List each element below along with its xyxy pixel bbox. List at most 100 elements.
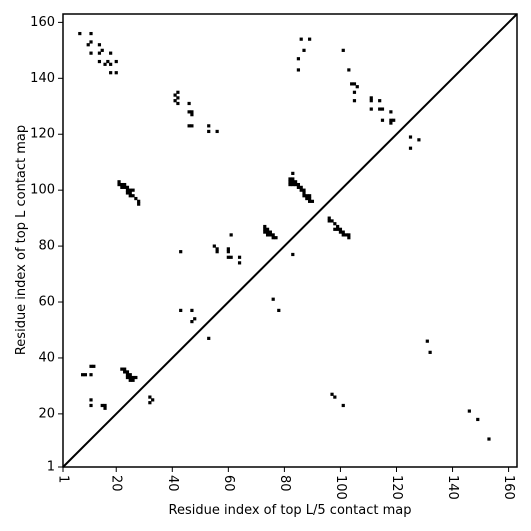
- contact-point: [291, 180, 295, 184]
- contact-point: [330, 219, 334, 223]
- contact-point: [226, 247, 230, 251]
- contact-point: [123, 185, 127, 189]
- contact-point: [125, 375, 130, 380]
- contact-point: [103, 403, 107, 408]
- contact-point: [274, 236, 278, 240]
- contact-point: [207, 129, 211, 134]
- contact-point: [296, 57, 301, 61]
- contact-point: [268, 233, 272, 237]
- x-tick-label: 1: [56, 475, 71, 483]
- contact-point: [109, 51, 113, 55]
- contact-point: [120, 367, 124, 371]
- contact-point: [352, 90, 357, 94]
- contact-point: [114, 71, 118, 75]
- contact-point: [355, 85, 359, 89]
- contact-point: [408, 146, 413, 150]
- contact-point: [389, 121, 393, 125]
- contact-point: [123, 370, 127, 374]
- contact-point: [89, 373, 93, 377]
- contact-point: [347, 233, 351, 237]
- y-tick-label: 20: [38, 406, 55, 421]
- contact-point: [106, 59, 110, 64]
- contact-point: [352, 82, 357, 86]
- contact-point: [229, 233, 233, 237]
- contact-point: [330, 392, 334, 396]
- contact-point: [347, 68, 351, 72]
- contact-point: [78, 31, 82, 36]
- y-tick-label: 40: [38, 350, 55, 365]
- y-tick-label: 80: [38, 239, 55, 254]
- contact-point: [89, 31, 93, 36]
- contact-point: [120, 185, 124, 189]
- contact-point: [327, 216, 331, 220]
- contact-point: [190, 110, 194, 114]
- contact-point: [103, 406, 107, 410]
- contact-point: [128, 373, 132, 377]
- contact-point: [215, 247, 219, 251]
- y-tick-label: 120: [30, 127, 55, 142]
- contact-point: [187, 101, 191, 106]
- contact-point: [380, 107, 385, 111]
- contact-point: [302, 191, 306, 195]
- contact-point: [89, 398, 93, 402]
- contact-point: [237, 255, 242, 259]
- contact-point: [302, 48, 306, 52]
- contact-point: [190, 319, 194, 324]
- contact-point: [117, 182, 121, 187]
- contact-point: [291, 182, 295, 187]
- contact-point: [378, 107, 382, 111]
- contact-point: [179, 250, 183, 254]
- contact-point: [131, 188, 135, 192]
- contact-point: [86, 43, 90, 47]
- contact-point: [89, 364, 93, 368]
- contact-point: [487, 437, 491, 441]
- contact-point: [299, 188, 303, 192]
- contact-point: [207, 124, 211, 128]
- contact-point: [347, 236, 351, 240]
- contact-point: [336, 224, 340, 229]
- y-tick-label: 1: [47, 460, 55, 475]
- contact-point: [265, 227, 270, 231]
- contact-point: [83, 373, 88, 377]
- contact-point: [117, 180, 121, 184]
- x-tick-label: 20: [109, 475, 124, 492]
- contact-point: [308, 196, 312, 201]
- contact-point: [187, 110, 191, 114]
- x-tick-label: 120: [389, 475, 404, 500]
- contact-point: [207, 336, 211, 340]
- contact-point: [291, 171, 295, 175]
- y-tick-label: 160: [30, 15, 55, 30]
- contact-point: [137, 202, 141, 206]
- contact-point: [125, 185, 130, 189]
- x-tick-label: 100: [333, 475, 348, 500]
- contact-point: [176, 101, 180, 106]
- contact-point: [380, 118, 385, 122]
- contact-point: [128, 191, 132, 195]
- y-tick-label: 100: [30, 183, 55, 198]
- contact-point: [299, 185, 303, 189]
- contact-point: [333, 222, 337, 226]
- contact-point: [338, 227, 343, 231]
- contact-point: [277, 308, 281, 313]
- contact-point: [125, 191, 130, 195]
- contact-point: [408, 135, 413, 139]
- contact-point: [215, 129, 219, 134]
- contact-point: [134, 375, 138, 380]
- contact-point: [148, 401, 152, 405]
- contact-point: [294, 180, 298, 184]
- contact-point: [302, 194, 306, 198]
- contact-point: [428, 350, 432, 354]
- contact-point: [173, 93, 177, 97]
- contact-point: [151, 398, 155, 402]
- contact-point: [336, 227, 340, 231]
- contact-point: [212, 244, 216, 248]
- contact-point: [131, 378, 135, 382]
- contact-point: [190, 124, 194, 128]
- contact-point: [288, 177, 292, 181]
- contact-point: [125, 370, 130, 374]
- x-axis-title: Residue index of top L/5 contact map: [169, 503, 412, 518]
- contact-point: [173, 99, 177, 103]
- contact-point: [123, 182, 127, 187]
- contact-point: [369, 96, 373, 100]
